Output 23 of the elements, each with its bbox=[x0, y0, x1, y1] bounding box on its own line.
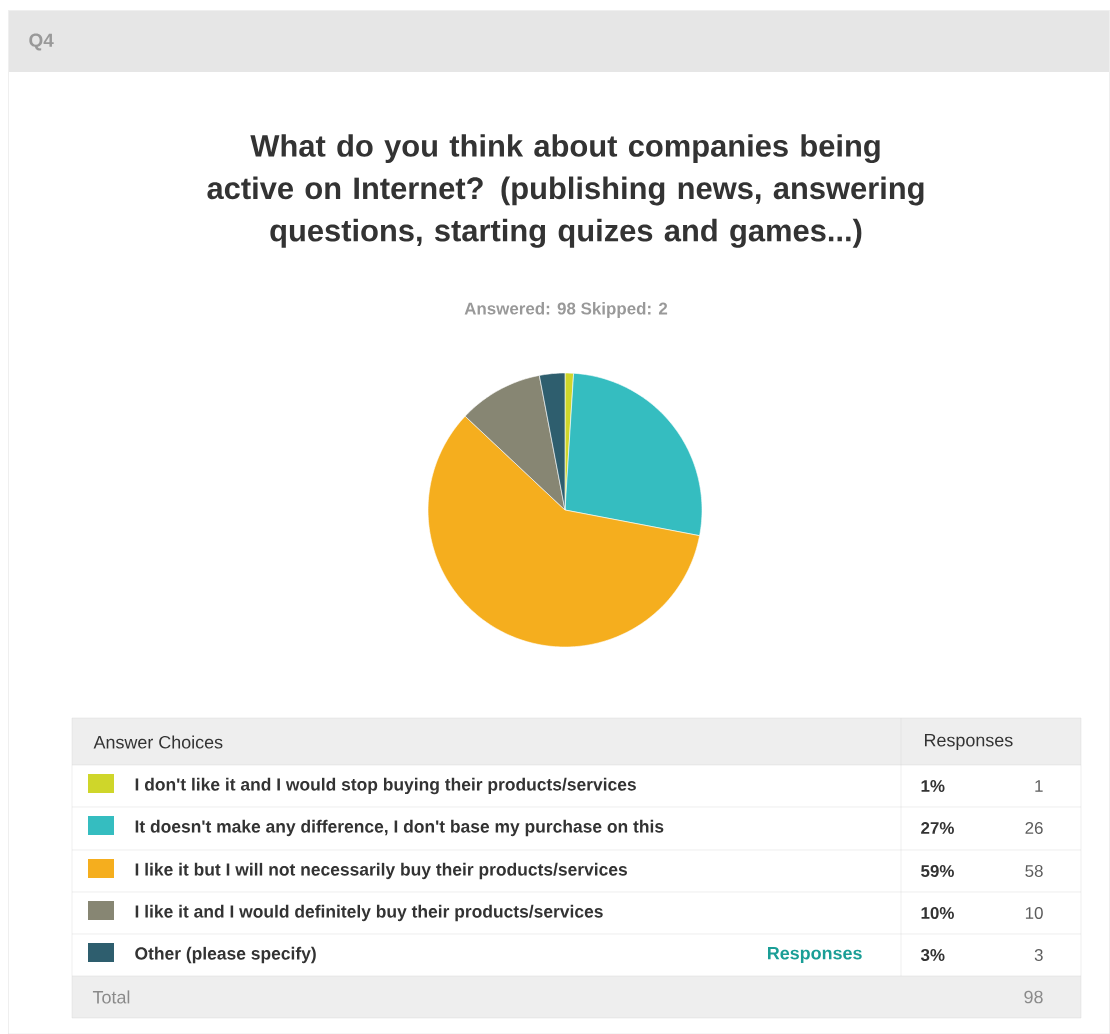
text: Responses bbox=[924, 733, 1013, 751]
chart-title: What do you think about companies being active on Internet? (publishing news, answering questions, starting quizes and games...) bbox=[207, 134, 924, 248]
legend-label: I don't like it and I would stop buying their products/services bbox=[135, 777, 636, 795]
text: 98 bbox=[1024, 990, 1043, 1004]
text: 3 bbox=[1034, 949, 1043, 961]
text: 26 bbox=[1025, 822, 1043, 834]
text: Answer Choices bbox=[93, 735, 223, 749]
data-label: 27% bbox=[921, 822, 954, 834]
legend-label: I like it and I would definitely buy their products/services bbox=[135, 904, 603, 922]
chart-subtitle: Answered: 98 Skipped: 2 bbox=[464, 302, 668, 318]
text: Responses bbox=[768, 946, 862, 964]
legend-label: I like it but I will not necessarily buy their products/services bbox=[135, 862, 627, 880]
text: Total bbox=[92, 990, 130, 1004]
text: 58 bbox=[1025, 865, 1043, 877]
legend-label: It doesn't make any difference, I don't base my purchase on this bbox=[135, 819, 664, 837]
data-label: 59% bbox=[921, 865, 954, 877]
text: 10 bbox=[1025, 907, 1043, 919]
legend-label: Other (please specify) bbox=[135, 946, 316, 964]
data-label: 10% bbox=[921, 907, 954, 919]
text: 1 bbox=[1035, 780, 1043, 792]
text: Q4 bbox=[29, 33, 54, 51]
data-label: 3% bbox=[920, 948, 945, 961]
data-label: 1% bbox=[921, 780, 945, 792]
